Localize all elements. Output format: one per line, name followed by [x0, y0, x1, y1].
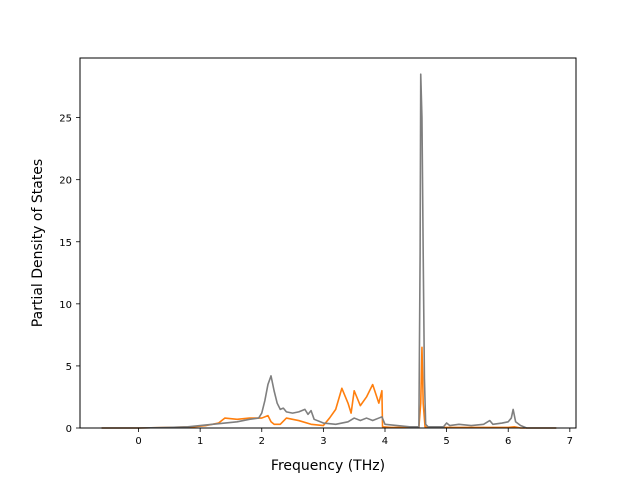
series-layer [101, 73, 557, 429]
y-axis-label: Partial Density of States [30, 159, 46, 327]
y-tick-label: 25 [59, 114, 72, 125]
x-axis-label: Frequency (THz) [271, 458, 385, 474]
x-tick-label: 7 [567, 436, 573, 447]
y-tick-label: 10 [59, 300, 72, 311]
x-tick-label: 3 [320, 436, 326, 447]
y-tick-label: 5 [66, 362, 72, 373]
x-tick-label: 4 [382, 436, 388, 447]
x-axis-ticks: 0 1 2 3 4 5 6 7 [135, 428, 573, 447]
y-tick-label: 0 [66, 424, 72, 435]
y-tick-label: 20 [59, 176, 72, 187]
x-tick-label: 0 [135, 436, 141, 447]
plot-area [79, 57, 577, 429]
y-tick-label: 15 [59, 238, 72, 249]
x-tick-label: 6 [505, 436, 511, 447]
series-line-0 [101, 346, 557, 429]
series-line-1 [101, 73, 557, 429]
axes-border [79, 57, 577, 429]
x-tick-label: 2 [259, 436, 265, 447]
axes-frame [80, 58, 576, 428]
y-axis-ticks: 0 5 10 15 20 25 [59, 114, 80, 435]
x-tick-label: 5 [443, 436, 449, 447]
x-tick-label: 1 [197, 436, 203, 447]
